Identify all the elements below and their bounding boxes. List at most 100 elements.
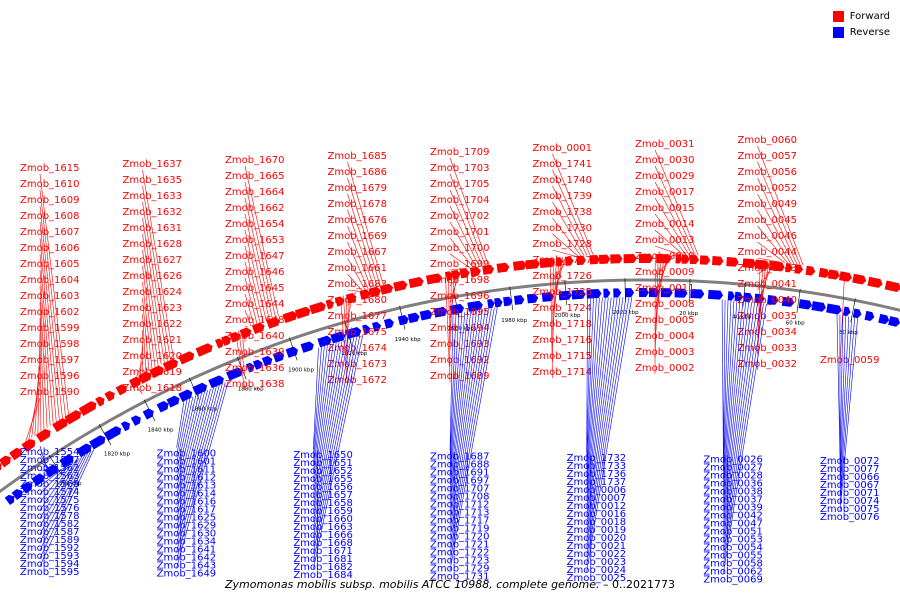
forward-gene [408, 276, 424, 289]
forward-gene-label: Zmob_0060 [738, 135, 798, 146]
backbone-tick-label: 1880 kbp [238, 386, 264, 392]
reverse-gene [571, 289, 586, 300]
forward-gene-label-leader [139, 345, 143, 375]
forward-gene-label: Zmob_1621 [123, 335, 183, 346]
reverse-gene-label: Zmob_1721 [430, 540, 490, 551]
forward-gene-label-leader [552, 153, 594, 256]
forward-gene [0, 463, 2, 471]
reverse-gene-label-leader [449, 308, 486, 539]
reverse-gene-label-leader [313, 336, 358, 554]
forward-gene-label-leader [654, 254, 677, 263]
forward-gene-label: Zmob_1590 [20, 387, 80, 398]
reverse-gene [252, 359, 263, 370]
reverse-gene [59, 454, 74, 468]
reverse-gene [178, 389, 193, 402]
reverse-gene-label-leader [39, 469, 59, 472]
reverse-gene-label-leader [449, 308, 489, 547]
reverse-gene [11, 489, 23, 501]
forward-gene-label-leader [449, 268, 467, 271]
reverse-gene-label-leader [839, 315, 844, 472]
forward-gene [852, 273, 867, 285]
reverse-gene-label: Zmob_0069 [703, 575, 763, 586]
forward-gene-label: Zmob_0045 [738, 215, 798, 226]
reverse-gene-label: Zmob_1733 [567, 461, 627, 472]
reverse-gene-label: Zmob_1614 [157, 489, 217, 500]
reverse-gene-label: Zmob_1582 [20, 519, 80, 530]
reverse-gene [4, 494, 15, 506]
reverse-gene [192, 382, 208, 396]
forward-gene-label: Zmob_0041 [738, 279, 798, 290]
forward-gene-label-leader [449, 189, 483, 267]
forward-gene [827, 269, 840, 280]
reverse-gene-label: Zmob_1723 [430, 556, 490, 567]
reverse-gene-label: Zmob_1643 [157, 561, 217, 572]
forward-gene-label: Zmob_1696 [430, 291, 490, 302]
forward-gene-label: Zmob_1686 [328, 167, 388, 178]
reverse-gene-label-leader [721, 299, 724, 454]
backbone-tick [98, 424, 112, 446]
forward-gene-label-leader [757, 193, 795, 265]
reverse-gene-label-leader [723, 303, 761, 558]
forward-gene [325, 299, 334, 310]
forward-gene-label: Zmob_1626 [123, 271, 183, 282]
forward-gene-label: Zmob_1599 [20, 323, 80, 334]
forward-gene-label-leader [347, 241, 369, 290]
reverse-gene [208, 375, 224, 389]
reverse-gene-label: Zmob_1687 [430, 452, 490, 463]
reverse-gene-label: Zmob_0036 [703, 479, 763, 490]
reverse-gene-label-leader [839, 317, 853, 496]
reverse-gene-label: Zmob_0025 [567, 573, 627, 584]
backbone-tick-label: 1920 kbp [341, 351, 367, 357]
reverse-gene-label-leader [586, 297, 630, 565]
reverse-gene-label-leader [586, 297, 612, 517]
forward-gene-label-leader [238, 330, 246, 375]
forward-gene-label: Zmob_1702 [430, 211, 490, 222]
forward-gene-label: Zmob_1635 [123, 175, 183, 186]
reverse-gene-label-leader [723, 301, 747, 518]
reverse-gene [613, 288, 622, 298]
forward-gene-label-leader [142, 185, 171, 360]
forward-gene-label-leader [445, 271, 451, 383]
legend-item-forward: Forward [832, 8, 890, 24]
reverse-gene-label-leader [586, 297, 606, 501]
forward-gene [35, 428, 51, 443]
forward-gene [681, 254, 690, 264]
backbone-tick-label: 40 kbp [732, 314, 751, 320]
reverse-gene [89, 435, 106, 450]
reverse-gene-label: Zmob_1681 [293, 554, 353, 565]
forward-gene-label-leader [142, 313, 147, 372]
reverse-gene [166, 395, 180, 408]
reverse-gene-label-leader [586, 297, 609, 509]
forward-gene-label: Zmob_1640 [225, 331, 285, 342]
forward-gene-label: Zmob_0005 [635, 315, 695, 326]
forward-gene [334, 296, 345, 307]
forward-gene [576, 255, 586, 266]
forward-gene [251, 322, 265, 334]
forward-gene-label: Zmob_1727 [533, 255, 593, 266]
reverse-gene-label-leader [586, 297, 618, 533]
forward-gene-label-leader [347, 193, 378, 287]
reverse-gene [864, 310, 875, 321]
forward-gene-label: Zmob_0040 [738, 295, 798, 306]
reverse-gene-label-leader [176, 382, 226, 560]
reverse-gene [781, 296, 795, 307]
forward-gene-label-leader [39, 173, 69, 415]
reverse-gene [156, 401, 169, 413]
forward-gene-label: Zmob_1683 [328, 279, 388, 290]
reverse-gene-label-leader [449, 311, 469, 491]
reverse-gene-label-leader [39, 461, 56, 474]
forward-gene-label: Zmob_1730 [533, 223, 593, 234]
forward-gene-label-leader [343, 295, 348, 371]
reverse-gene-label-leader [313, 347, 319, 450]
forward-gene-label: Zmob_1739 [533, 191, 593, 202]
reverse-gene [826, 303, 842, 315]
reverse-gene [734, 291, 743, 302]
legend-label-reverse: Reverse [849, 26, 890, 38]
reverse-gene-label-leader [313, 340, 343, 514]
reverse-gene [878, 313, 890, 325]
backbone-tick [796, 289, 801, 313]
forward-gene-label-leader [552, 249, 575, 257]
forward-gene-label: Zmob_0052 [738, 183, 798, 194]
forward-gene-label-leader [654, 165, 696, 256]
forward-gene [742, 258, 757, 269]
